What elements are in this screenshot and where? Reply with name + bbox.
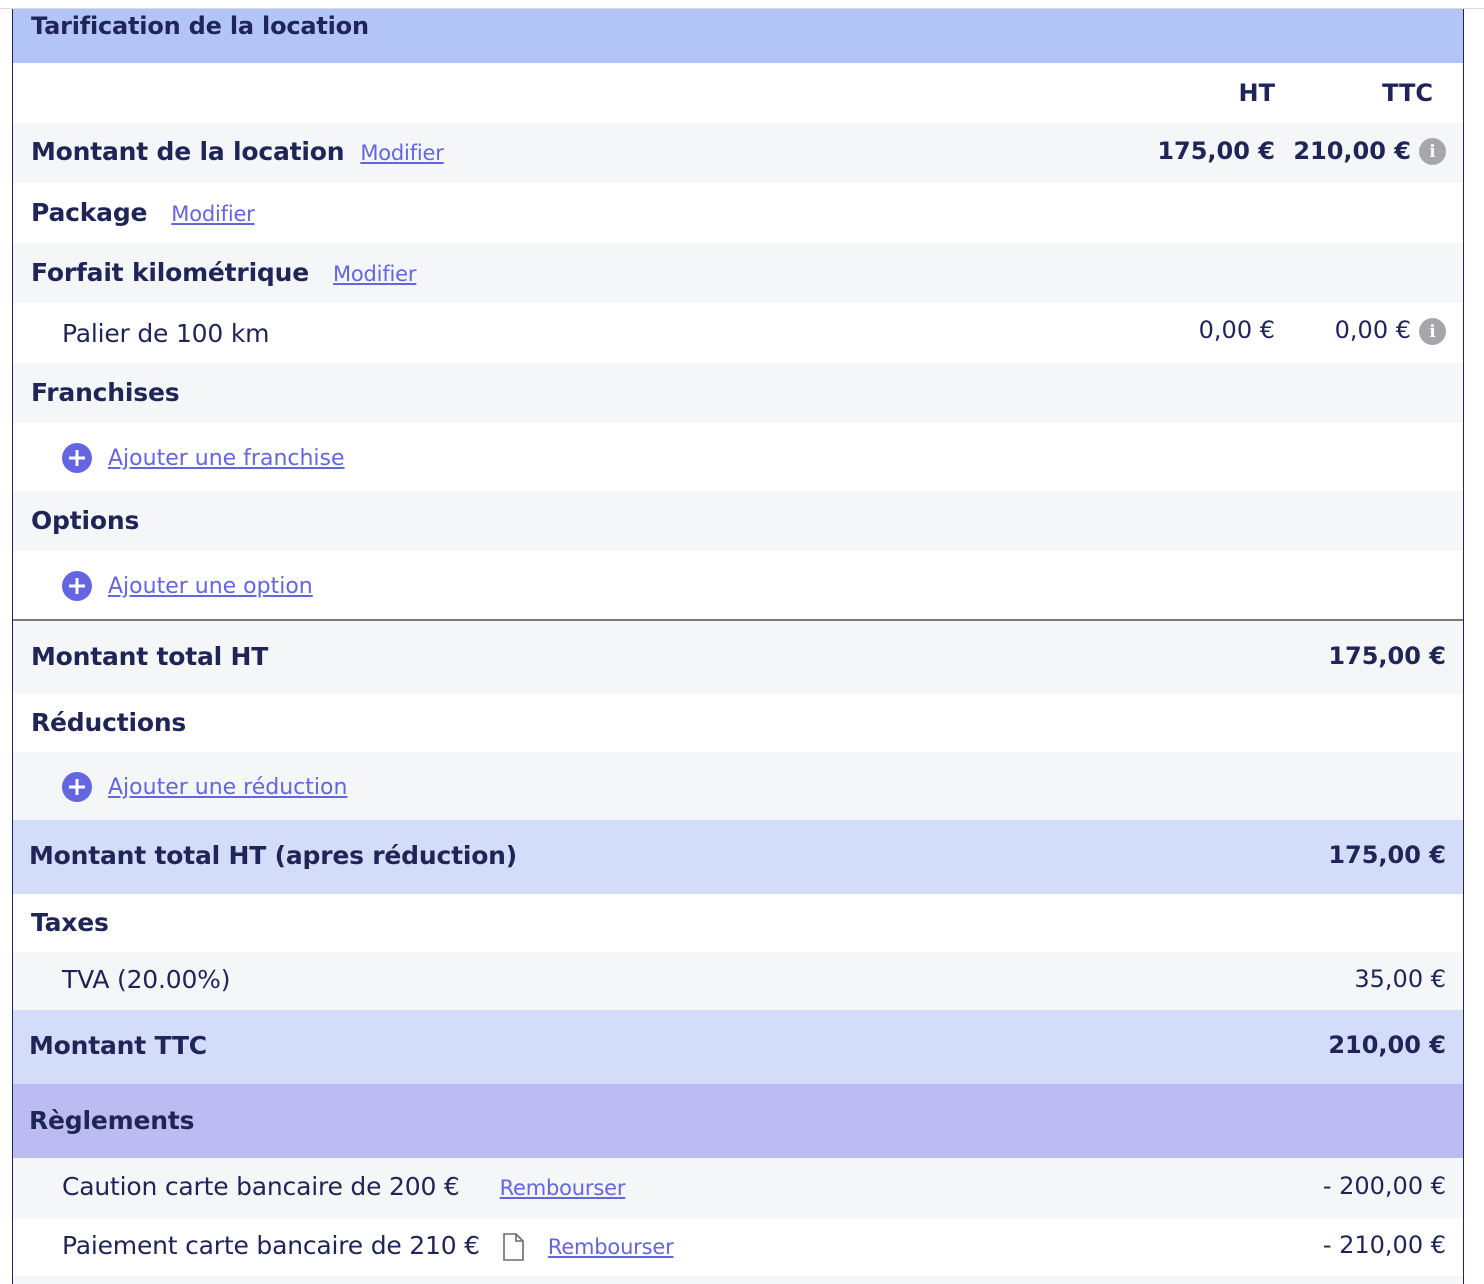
total-ht-value: 175,00 € [1328, 642, 1446, 670]
add-option-button[interactable]: Ajouter une option [62, 571, 313, 601]
row-options: Options [13, 491, 1463, 551]
row-total-ht: Montant total HT 175,00 € [13, 621, 1463, 694]
section-header: Tarification de la location [13, 9, 1463, 63]
franchises-label: Franchises [31, 378, 180, 407]
row-reductions: Réductions [13, 694, 1463, 752]
divider [13, 619, 1463, 621]
column-ttc-header: TTC [1382, 79, 1433, 107]
next-row-edge [13, 1276, 1463, 1284]
total-ht-apres-value: 175,00 € [1328, 841, 1446, 869]
row-add-franchise: Ajouter une franchise [13, 423, 1463, 491]
modifier-link[interactable]: Modifier [171, 202, 255, 226]
modifier-link[interactable]: Modifier [332, 262, 417, 286]
montant-ttc-label: Montant TTC [29, 1031, 207, 1060]
reglement-row: Caution carte bancaire de 200 € Rembourse… [13, 1158, 1463, 1218]
taxes-label: Taxes [31, 908, 109, 937]
document-icon[interactable] [502, 1233, 524, 1261]
plus-circle-icon [62, 772, 92, 802]
rembourser-link[interactable]: Rembourser [547, 1235, 674, 1259]
plus-circle-icon [62, 443, 92, 473]
reglement-row: Paiement carte bancaire de 210 € Rembours… [13, 1218, 1463, 1276]
reglement-value: - 200,00 € [1322, 1172, 1446, 1200]
reductions-label: Réductions [31, 708, 187, 737]
montant-location-ttc: 210,00 € [1293, 137, 1411, 165]
pricing-panel: Tarification de la location HT TTC Monta… [12, 9, 1464, 1284]
rembourser-link[interactable]: Rembourser [499, 1176, 626, 1200]
montant-location-ht: 175,00 € [1157, 137, 1275, 165]
add-reduction-link[interactable]: Ajouter une réduction [108, 774, 348, 800]
reglement-label: Caution carte bancaire de 200 € Rembourse… [62, 1172, 626, 1201]
reglements-header: Règlements [13, 1084, 1463, 1158]
add-franchise-button[interactable]: Ajouter une franchise [62, 443, 345, 473]
add-franchise-link[interactable]: Ajouter une franchise [108, 445, 345, 471]
add-reduction-button[interactable]: Ajouter une réduction [62, 772, 347, 802]
palier-ht: 0,00 € [1198, 316, 1275, 344]
column-headers: HT TTC [13, 63, 1463, 123]
plus-circle-icon [62, 571, 92, 601]
row-total-ht-apres: Montant total HT (apres réduction) 175,0… [13, 820, 1463, 894]
row-package: Package Modifier [13, 183, 1463, 243]
reglements-title: Règlements [29, 1106, 195, 1135]
row-label: Package Modifier [31, 198, 255, 227]
row-label: Montant de la location Modifier [31, 137, 444, 166]
montant-ttc-value: 210,00 € [1328, 1031, 1446, 1059]
row-label: Forfait kilométrique Modifier [31, 258, 417, 287]
row-add-option: Ajouter une option [13, 551, 1463, 619]
info-icon[interactable]: i [1419, 138, 1446, 165]
column-ht-header: HT [1238, 79, 1275, 107]
palier-ttc: 0,00 € [1334, 316, 1411, 344]
tva-label: TVA (20.00%) [62, 965, 231, 994]
section-title: Tarification de la location [31, 12, 369, 40]
row-franchises: Franchises [13, 363, 1463, 423]
row-forfait: Forfait kilométrique Modifier [13, 243, 1463, 303]
info-icon[interactable]: i [1419, 318, 1446, 345]
total-ht-label: Montant total HT [31, 642, 269, 671]
tva-value: 35,00 € [1354, 965, 1446, 993]
row-montant-location: Montant de la location Modifier 175,00 € … [13, 123, 1463, 183]
add-option-link[interactable]: Ajouter une option [108, 573, 313, 599]
row-add-reduction: Ajouter une réduction [13, 752, 1463, 820]
row-montant-ttc: Montant TTC 210,00 € [13, 1010, 1463, 1084]
modifier-link[interactable]: Modifier [360, 141, 444, 165]
reglement-value: - 210,00 € [1322, 1231, 1446, 1259]
reglement-label: Paiement carte bancaire de 210 € Rembours… [62, 1231, 674, 1261]
row-taxes: Taxes [13, 894, 1463, 952]
row-palier: Palier de 100 km 0,00 € 0,00 € i [13, 303, 1463, 363]
row-tva: TVA (20.00%) 35,00 € [13, 952, 1463, 1010]
top-border [0, 8, 1484, 9]
palier-label: Palier de 100 km [62, 319, 270, 348]
total-ht-apres-label: Montant total HT (apres réduction) [29, 841, 517, 870]
options-label: Options [31, 506, 140, 535]
